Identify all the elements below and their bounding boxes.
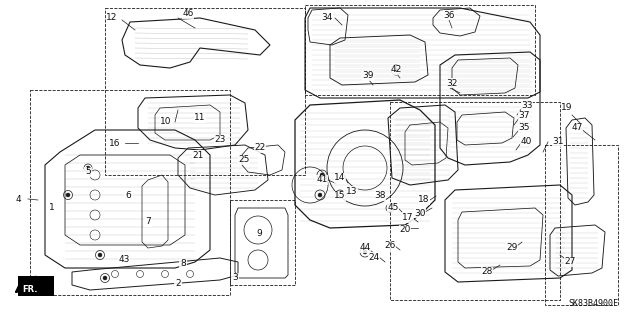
Text: 33: 33 bbox=[521, 100, 532, 109]
Circle shape bbox=[103, 276, 107, 280]
Text: 34: 34 bbox=[321, 12, 333, 21]
Text: 15: 15 bbox=[334, 191, 346, 201]
Circle shape bbox=[318, 193, 322, 197]
Text: 40: 40 bbox=[520, 137, 532, 145]
Text: 29: 29 bbox=[506, 243, 518, 253]
Text: 35: 35 bbox=[518, 123, 530, 132]
Text: 3: 3 bbox=[232, 273, 238, 283]
Circle shape bbox=[66, 193, 70, 197]
Bar bbox=[305, 5, 535, 95]
Text: 10: 10 bbox=[160, 117, 172, 127]
Text: 39: 39 bbox=[362, 71, 374, 80]
Text: 42: 42 bbox=[390, 65, 402, 75]
Text: 23: 23 bbox=[214, 136, 226, 145]
Text: 46: 46 bbox=[182, 10, 194, 19]
Text: 13: 13 bbox=[346, 187, 358, 196]
Circle shape bbox=[320, 173, 324, 177]
Circle shape bbox=[363, 250, 367, 254]
Text: 8: 8 bbox=[180, 259, 186, 269]
Text: 32: 32 bbox=[446, 78, 458, 87]
Text: 5: 5 bbox=[85, 167, 91, 176]
Text: 22: 22 bbox=[254, 144, 266, 152]
Text: 28: 28 bbox=[481, 268, 493, 277]
Circle shape bbox=[98, 253, 102, 257]
Text: 11: 11 bbox=[195, 114, 205, 122]
Circle shape bbox=[394, 68, 398, 72]
Text: 19: 19 bbox=[561, 103, 573, 113]
Bar bbox=[390, 102, 560, 300]
Bar bbox=[30, 90, 230, 295]
Circle shape bbox=[86, 166, 90, 170]
Text: 41: 41 bbox=[316, 175, 328, 184]
Text: 7: 7 bbox=[145, 218, 151, 226]
Text: 16: 16 bbox=[109, 138, 121, 147]
Text: 24: 24 bbox=[369, 253, 380, 262]
Text: SK83B4900F: SK83B4900F bbox=[568, 299, 618, 308]
Text: 38: 38 bbox=[374, 191, 386, 201]
Text: 9: 9 bbox=[256, 228, 262, 238]
Text: 25: 25 bbox=[238, 155, 250, 165]
Text: 1: 1 bbox=[49, 203, 55, 211]
Text: 27: 27 bbox=[564, 257, 576, 266]
Bar bbox=[230, 200, 295, 285]
Text: FR.: FR. bbox=[22, 286, 38, 294]
Text: 21: 21 bbox=[192, 151, 204, 160]
Text: 30: 30 bbox=[414, 209, 426, 218]
Text: 14: 14 bbox=[334, 174, 346, 182]
Text: 17: 17 bbox=[403, 213, 413, 222]
Bar bbox=[105, 8, 305, 175]
Text: 2: 2 bbox=[175, 278, 181, 287]
Text: 37: 37 bbox=[518, 112, 530, 121]
Text: 44: 44 bbox=[360, 243, 371, 253]
Text: 26: 26 bbox=[384, 241, 396, 250]
Text: 4: 4 bbox=[15, 195, 21, 204]
Text: 45: 45 bbox=[387, 203, 399, 211]
Text: 12: 12 bbox=[106, 13, 118, 23]
Bar bbox=[545, 145, 618, 305]
Text: 18: 18 bbox=[419, 196, 429, 204]
Text: 43: 43 bbox=[118, 255, 130, 263]
Text: 36: 36 bbox=[444, 11, 455, 19]
Text: 47: 47 bbox=[572, 123, 582, 132]
Text: 31: 31 bbox=[552, 137, 564, 146]
Text: 20: 20 bbox=[399, 226, 411, 234]
FancyBboxPatch shape bbox=[18, 276, 54, 296]
Text: 6: 6 bbox=[125, 191, 131, 201]
